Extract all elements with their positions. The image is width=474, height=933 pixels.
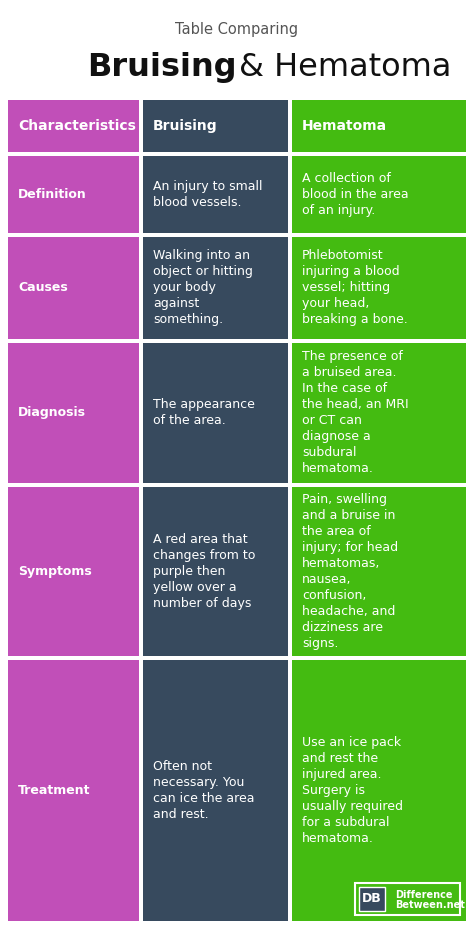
FancyBboxPatch shape (292, 487, 466, 656)
Text: A collection of
blood in the area
of an injury.: A collection of blood in the area of an … (302, 172, 409, 217)
Text: Phlebotomist
injuring a blood
vessel; hitting
your head,
breaking a bone.: Phlebotomist injuring a blood vessel; hi… (302, 249, 408, 327)
Text: & Hematoma: & Hematoma (239, 52, 451, 83)
FancyBboxPatch shape (143, 487, 288, 656)
Text: Table Comparing: Table Comparing (175, 22, 299, 37)
Text: An injury to small
blood vessels.: An injury to small blood vessels. (153, 180, 263, 209)
FancyBboxPatch shape (8, 661, 139, 921)
FancyBboxPatch shape (8, 156, 139, 233)
Text: Treatment: Treatment (18, 784, 91, 797)
FancyBboxPatch shape (143, 237, 288, 339)
FancyBboxPatch shape (359, 887, 385, 911)
FancyBboxPatch shape (8, 100, 139, 152)
Text: Between.net: Between.net (395, 899, 465, 910)
Text: Pain, swelling
and a bruise in
the area of
injury; for head
hematomas,
nausea,
c: Pain, swelling and a bruise in the area … (302, 493, 398, 650)
Text: Difference: Difference (395, 890, 453, 900)
Text: The presence of
a bruised area.
In the case of
the head, an MRI
or CT can
diagno: The presence of a bruised area. In the c… (302, 350, 409, 475)
FancyBboxPatch shape (143, 100, 288, 152)
Text: Definition: Definition (18, 188, 87, 201)
Text: Walking into an
object or hitting
your body
against
something.: Walking into an object or hitting your b… (153, 249, 253, 327)
FancyBboxPatch shape (292, 237, 466, 339)
Text: Often not
necessary. You
can ice the area
and rest.: Often not necessary. You can ice the are… (153, 760, 255, 821)
Text: The appearance
of the area.: The appearance of the area. (153, 398, 255, 427)
Text: Bruising: Bruising (87, 52, 237, 83)
Text: A red area that
changes from to
purple then
yellow over a
number of days: A red area that changes from to purple t… (153, 533, 255, 610)
FancyBboxPatch shape (8, 237, 139, 339)
Text: DB: DB (362, 893, 382, 906)
Text: Use an ice pack
and rest the
injured area.
Surgery is
usually required
for a sub: Use an ice pack and rest the injured are… (302, 736, 403, 845)
Text: Diagnosis: Diagnosis (18, 406, 86, 419)
FancyBboxPatch shape (143, 156, 288, 233)
FancyBboxPatch shape (292, 156, 466, 233)
Text: Hematoma: Hematoma (302, 119, 387, 133)
FancyBboxPatch shape (8, 487, 139, 656)
FancyBboxPatch shape (143, 342, 288, 483)
Text: Symptoms: Symptoms (18, 565, 92, 578)
FancyBboxPatch shape (292, 100, 466, 152)
Text: Characteristics: Characteristics (18, 119, 136, 133)
FancyBboxPatch shape (292, 661, 466, 921)
Text: Bruising: Bruising (153, 119, 218, 133)
FancyBboxPatch shape (8, 342, 139, 483)
FancyBboxPatch shape (292, 342, 466, 483)
FancyBboxPatch shape (143, 661, 288, 921)
FancyBboxPatch shape (355, 883, 460, 915)
Text: Causes: Causes (18, 281, 68, 294)
